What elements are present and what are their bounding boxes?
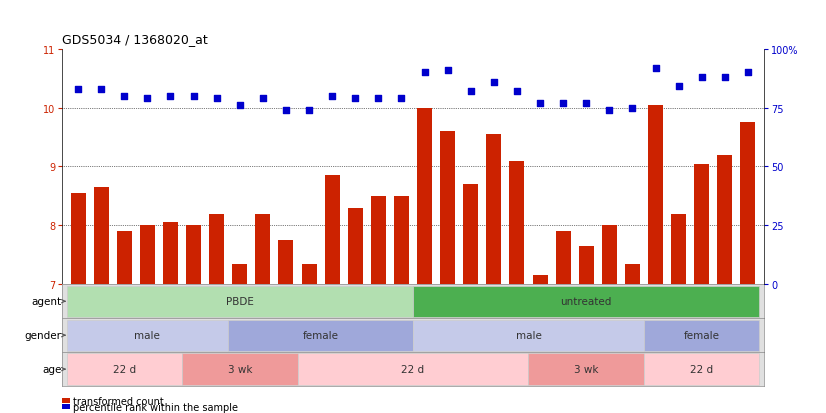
- Text: 3 wk: 3 wk: [574, 364, 599, 374]
- Bar: [413, 286, 759, 317]
- Bar: [463, 185, 478, 285]
- Point: [695, 74, 709, 81]
- Text: 22 d: 22 d: [401, 364, 425, 374]
- Bar: [228, 320, 413, 351]
- Point: [580, 100, 593, 107]
- Bar: [533, 276, 548, 285]
- Bar: [644, 354, 759, 385]
- Point: [510, 88, 524, 95]
- Bar: [671, 214, 686, 285]
- Bar: [297, 354, 529, 385]
- Point: [418, 70, 431, 76]
- Bar: [371, 197, 386, 285]
- Point: [464, 88, 477, 95]
- Point: [672, 84, 686, 90]
- Point: [395, 95, 408, 102]
- Point: [603, 107, 616, 114]
- Point: [279, 107, 292, 114]
- Bar: [602, 226, 617, 285]
- Text: transformed count: transformed count: [73, 396, 164, 406]
- Bar: [510, 161, 525, 285]
- Text: gender: gender: [25, 330, 62, 340]
- Text: male: male: [515, 330, 541, 340]
- Point: [372, 95, 385, 102]
- Bar: [487, 135, 501, 285]
- Bar: [556, 232, 571, 285]
- Bar: [694, 164, 710, 285]
- Point: [95, 86, 108, 93]
- Point: [626, 105, 639, 112]
- Bar: [67, 286, 413, 317]
- Point: [325, 93, 339, 100]
- Point: [741, 70, 754, 76]
- Bar: [67, 320, 228, 351]
- Text: GDS5034 / 1368020_at: GDS5034 / 1368020_at: [62, 33, 207, 45]
- Bar: [182, 354, 297, 385]
- Point: [718, 74, 731, 81]
- Text: 22 d: 22 d: [691, 364, 714, 374]
- Point: [187, 93, 200, 100]
- Text: age: age: [42, 364, 62, 374]
- Point: [349, 95, 362, 102]
- Point: [534, 100, 547, 107]
- Point: [140, 95, 154, 102]
- Point: [557, 100, 570, 107]
- Bar: [394, 197, 409, 285]
- Text: male: male: [135, 330, 160, 340]
- Bar: [644, 320, 759, 351]
- Bar: [301, 264, 316, 285]
- Text: untreated: untreated: [561, 297, 612, 306]
- Point: [117, 93, 131, 100]
- Bar: [140, 226, 155, 285]
- Text: agent: agent: [31, 297, 62, 306]
- Bar: [417, 108, 432, 285]
- Text: PBDE: PBDE: [225, 297, 254, 306]
- Bar: [232, 264, 247, 285]
- Bar: [440, 132, 455, 285]
- Text: 22 d: 22 d: [112, 364, 135, 374]
- Bar: [186, 226, 201, 285]
- Point: [649, 65, 662, 72]
- Point: [72, 86, 85, 93]
- Bar: [717, 155, 733, 285]
- Point: [210, 95, 223, 102]
- Bar: [278, 240, 293, 285]
- Point: [233, 103, 246, 109]
- Bar: [740, 123, 756, 285]
- Bar: [413, 320, 644, 351]
- Bar: [648, 105, 663, 285]
- Bar: [67, 354, 182, 385]
- Bar: [579, 247, 594, 285]
- Bar: [625, 264, 640, 285]
- Bar: [325, 176, 339, 285]
- Point: [441, 67, 454, 74]
- Point: [302, 107, 316, 114]
- Bar: [255, 214, 270, 285]
- Bar: [529, 354, 644, 385]
- Text: 3 wk: 3 wk: [227, 364, 252, 374]
- Text: female: female: [684, 330, 719, 340]
- Bar: [70, 194, 86, 285]
- Point: [487, 79, 501, 86]
- Text: percentile rank within the sample: percentile rank within the sample: [73, 402, 238, 412]
- Bar: [116, 232, 132, 285]
- Bar: [348, 208, 363, 285]
- Text: female: female: [302, 330, 339, 340]
- Bar: [93, 188, 109, 285]
- Bar: [209, 214, 224, 285]
- Point: [164, 93, 177, 100]
- Bar: [163, 223, 178, 285]
- Point: [256, 95, 269, 102]
